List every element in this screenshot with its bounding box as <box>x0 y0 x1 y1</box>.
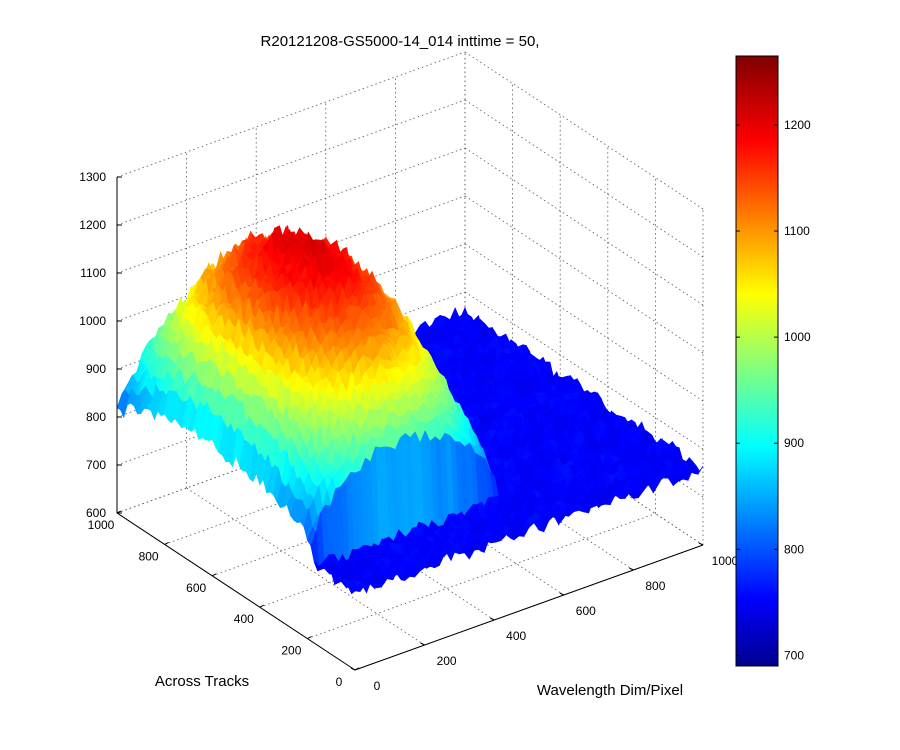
x-tick-label: 200 <box>437 654 457 668</box>
x-tick-label: 800 <box>645 579 665 593</box>
y-tick-mark <box>307 636 312 640</box>
y-tick-label: 800 <box>139 549 159 563</box>
y-tick-mark <box>164 541 169 545</box>
x-tick-mark <box>489 617 495 621</box>
wall-grid-line <box>116 51 466 178</box>
x-tick-label: 400 <box>506 629 526 643</box>
y-tick-mark <box>259 604 265 608</box>
y-tick-label: 600 <box>186 581 206 595</box>
z-tick-label: 900 <box>86 362 106 376</box>
colorbar-body <box>735 55 779 667</box>
floor-grid-line <box>307 513 656 639</box>
y-tick-label: 200 <box>281 644 301 658</box>
z-tick-label: 1300 <box>79 170 106 184</box>
z-tick-label: 800 <box>86 410 106 424</box>
y-tick-mark <box>354 667 360 671</box>
wall-grid-line <box>464 51 704 210</box>
x-tick-mark <box>559 592 565 596</box>
x-tick-mark <box>420 642 425 646</box>
z-tick-label: 600 <box>86 506 106 520</box>
y-tick-label: 1000 <box>88 518 115 532</box>
y-tick-mark <box>211 573 217 577</box>
axes <box>116 176 704 671</box>
x-tick-mark <box>698 542 704 546</box>
x-tick-mark <box>350 667 356 671</box>
surface-patch <box>351 586 361 595</box>
wall-grid-line <box>116 99 466 226</box>
tick-labels: 0200400600800100002004006008001000600700… <box>79 170 738 693</box>
y-tick-label: 400 <box>234 612 254 626</box>
wall-grid-line <box>464 147 704 306</box>
x-axis-line <box>354 544 704 671</box>
z-tick-label: 700 <box>86 458 106 472</box>
x-tick-label: 1000 <box>712 554 739 568</box>
y-axis-line <box>116 512 356 671</box>
wall-grid-line <box>116 147 466 274</box>
x-tick-mark <box>629 567 634 571</box>
x-axis-label: Wavelength Dim/Pixel <box>537 682 683 699</box>
colorbar-tick-label: 700 <box>784 648 804 662</box>
y-tick-label: 0 <box>336 675 343 689</box>
z-tick-label: 1000 <box>79 314 106 328</box>
x-tick-label: 600 <box>576 604 596 618</box>
wall-grid-line <box>464 99 704 258</box>
wall-grid-line <box>464 195 704 354</box>
surface <box>116 224 704 595</box>
chart-title: R20121208-GS5000-14_014 inttime = 50, <box>261 33 540 50</box>
y-axis-label: Across Tracks <box>155 673 249 690</box>
z-tick-label: 1100 <box>80 266 106 280</box>
z-tick-label: 1200 <box>79 218 106 232</box>
x-tick-label: 0 <box>374 679 381 693</box>
